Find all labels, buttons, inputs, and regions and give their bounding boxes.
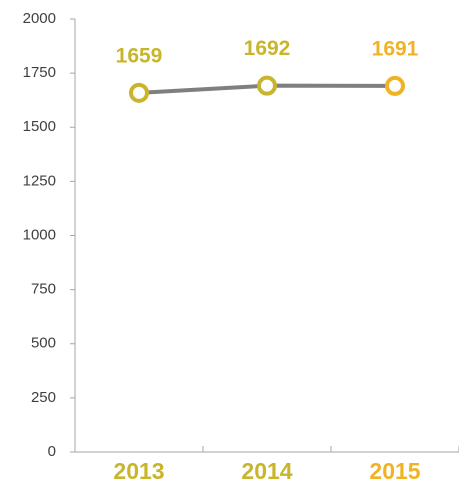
x-tick-label: 2015 <box>369 458 420 484</box>
y-tick-label: 1250 <box>23 172 56 189</box>
point <box>129 82 149 103</box>
y-tick-label: 250 <box>31 389 56 406</box>
y-tick-label: 1750 <box>23 64 56 81</box>
value-label: 1659 <box>116 44 163 67</box>
y-tick-label: 1500 <box>23 118 56 135</box>
x-tick-label: 2013 <box>113 458 164 484</box>
y-tick-label: 0 <box>48 443 56 460</box>
value-label: 1691 <box>372 37 419 60</box>
y-tick-label: 500 <box>31 335 56 352</box>
value-label: 1692 <box>244 37 291 60</box>
point <box>257 75 277 96</box>
point <box>385 75 405 96</box>
x-tick-label: 2014 <box>241 458 292 484</box>
y-tick-label: 1000 <box>23 226 56 243</box>
y-tick-label: 2000 <box>23 10 56 27</box>
y-tick-label: 750 <box>31 281 56 298</box>
